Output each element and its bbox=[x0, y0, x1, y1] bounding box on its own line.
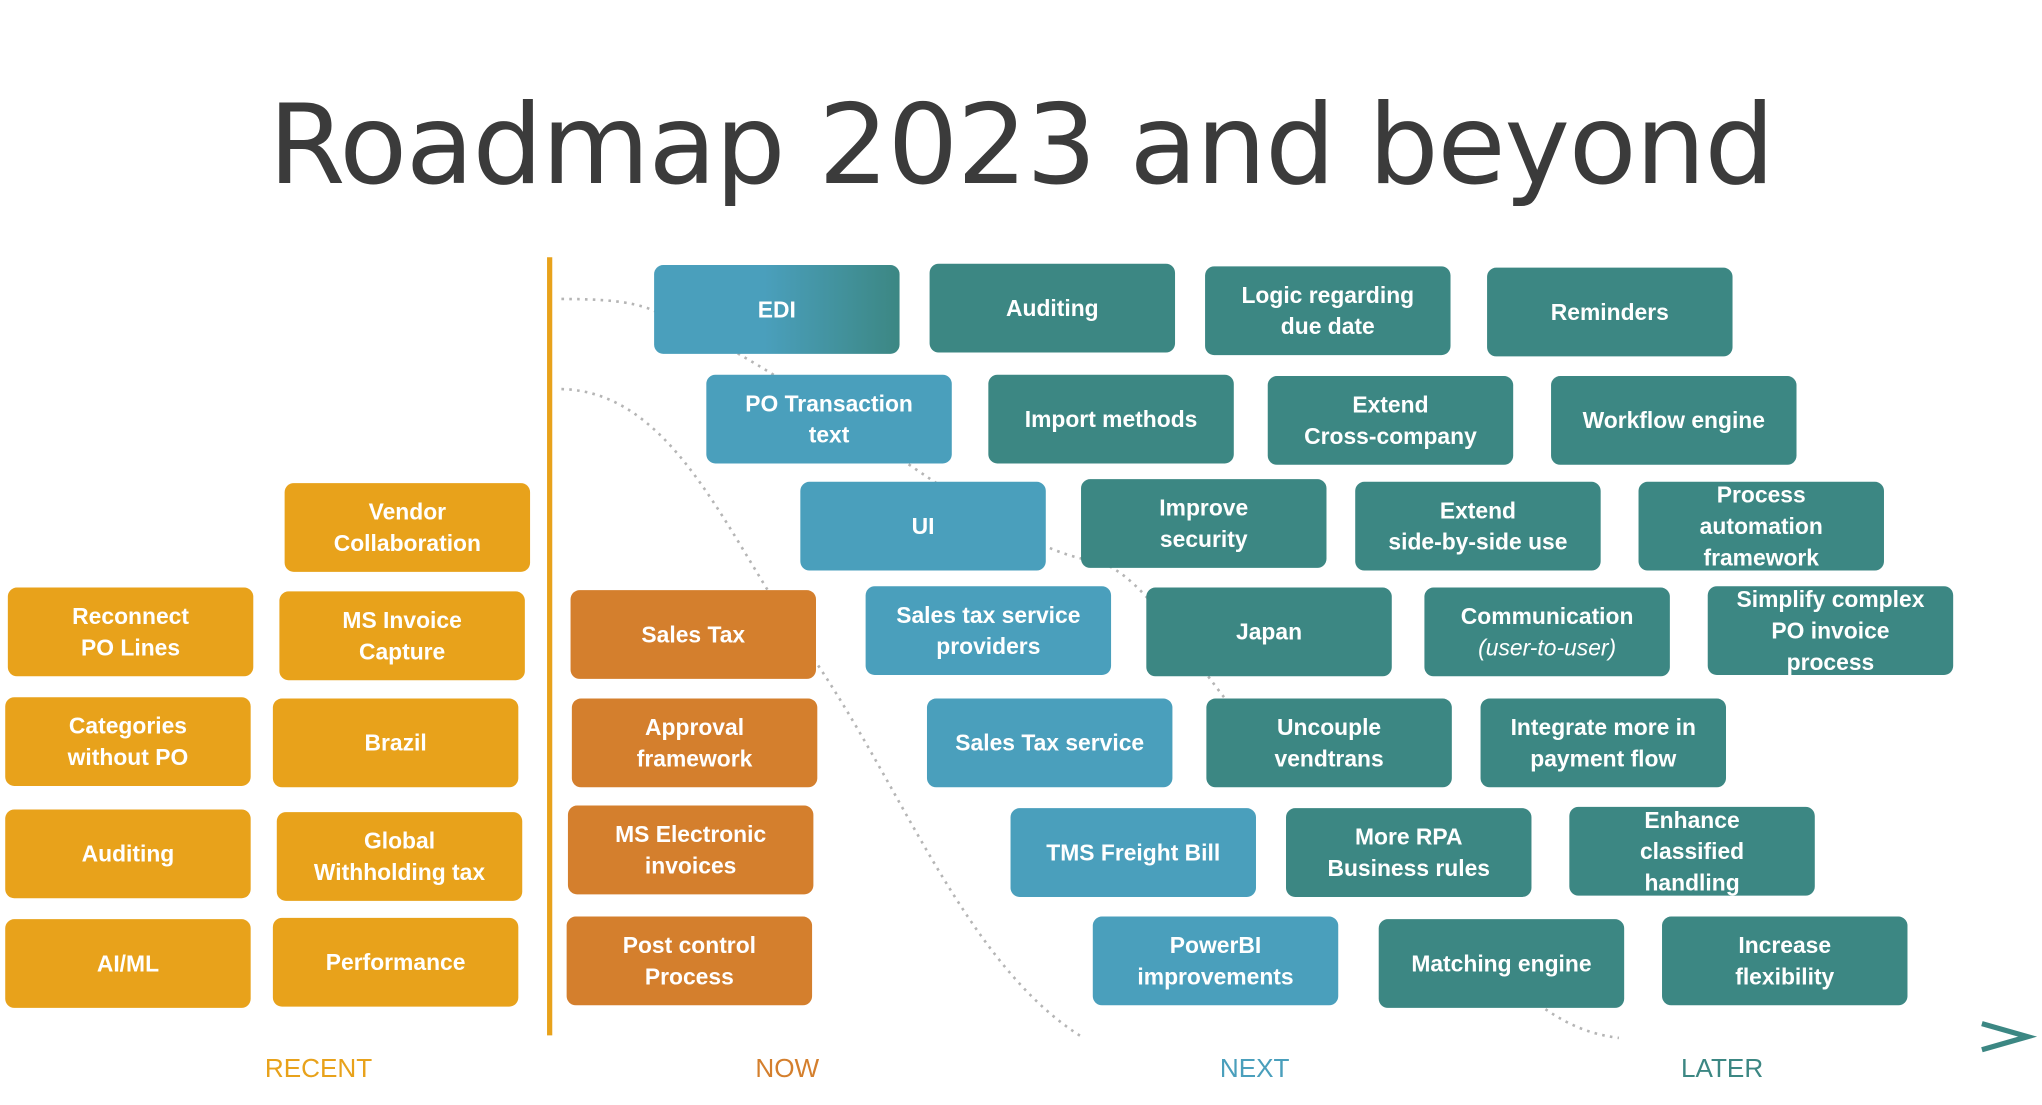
next-item-tms-freight-bill[interactable]: TMS Freight Bill bbox=[1010, 808, 1256, 897]
later-item-reminders[interactable]: Reminders bbox=[1487, 267, 1733, 357]
later-item-workflow-engine[interactable]: Workflow engine bbox=[1551, 376, 1797, 465]
now-item-approval-framework[interactable]: Approval framework bbox=[571, 698, 818, 788]
recent-item-ai-ml[interactable]: AI/ML bbox=[5, 919, 251, 1008]
recent-item-brazil[interactable]: Brazil bbox=[272, 698, 519, 788]
axis-label-now: NOW bbox=[755, 1054, 820, 1084]
later-item-extend-side-by-side-use[interactable]: Extend side-by-side use bbox=[1355, 481, 1601, 571]
later-item-auditing[interactable]: Auditing bbox=[929, 263, 1176, 353]
later-item-more-rpa-business-rules[interactable]: More RPA Business rules bbox=[1286, 808, 1532, 897]
recent-item-auditing[interactable]: Auditing bbox=[5, 809, 251, 899]
now-item-sales-tax[interactable]: Sales Tax bbox=[570, 590, 816, 679]
recent-item-performance[interactable]: Performance bbox=[272, 917, 519, 1007]
next-item-po-transaction-text[interactable]: PO Transaction text bbox=[706, 374, 952, 464]
axis-label-next: NEXT bbox=[1219, 1054, 1290, 1084]
later-item-uncouple-vendtrans[interactable]: Uncouple vendtrans bbox=[1206, 698, 1452, 788]
later-item-japan[interactable]: Japan bbox=[1146, 587, 1392, 677]
recent-item-vendor-collaboration[interactable]: Vendor Collaboration bbox=[284, 483, 531, 572]
later-item-enhance-classified-handling[interactable]: Enhance classified handling bbox=[1569, 806, 1815, 896]
later-item-process-automation-framework[interactable]: Process automation framework bbox=[1638, 481, 1884, 571]
page-title: Roadmap 2023 and beyond bbox=[268, 80, 1774, 211]
now-item-ms-electronic-invoices[interactable]: MS Electronic invoices bbox=[567, 805, 814, 895]
later-item-logic-regarding-due-date[interactable]: Logic regarding due date bbox=[1205, 266, 1451, 356]
communication-label: Communication bbox=[1460, 603, 1634, 630]
later-item-integrate-more-in-payment-flow[interactable]: Integrate more in payment flow bbox=[1480, 698, 1727, 788]
recent-item-ms-invoice-capture[interactable]: MS Invoice Capture bbox=[279, 591, 525, 681]
next-item-edi[interactable]: EDI bbox=[654, 265, 900, 354]
later-item-communication[interactable]: Communication (user-to-user) bbox=[1424, 587, 1670, 677]
later-item-extend-cross-company[interactable]: Extend Cross-company bbox=[1267, 376, 1514, 465]
next-item-ui[interactable]: UI bbox=[800, 481, 1046, 571]
later-item-import-methods[interactable]: Import methods bbox=[988, 374, 1234, 464]
now-item-post-control-process[interactable]: Post control Process bbox=[566, 916, 813, 1006]
next-item-sales-tax-service-providers[interactable]: Sales tax service providers bbox=[865, 586, 1112, 675]
axis-label-later: LATER bbox=[1680, 1054, 1764, 1084]
recent-item-global-withholding-tax[interactable]: Global Withholding tax bbox=[276, 812, 523, 901]
recent-item-reconnect-po-lines[interactable]: Reconnect PO Lines bbox=[7, 587, 254, 677]
recent-item-categories-without-po[interactable]: Categories without PO bbox=[5, 697, 251, 786]
later-item-simplify-complex-po-invoice-process[interactable]: Simplify complex PO invoice process bbox=[1707, 586, 1954, 675]
axis-label-recent: RECENT bbox=[264, 1054, 373, 1084]
arrow-head-icon bbox=[1981, 1021, 2038, 1053]
later-item-improve-security[interactable]: Improve security bbox=[1081, 479, 1327, 568]
next-item-sales-tax-service[interactable]: Sales Tax service bbox=[926, 698, 1173, 788]
next-item-powerbi-improvements[interactable]: PowerBI improvements bbox=[1092, 916, 1339, 1006]
communication-subtitle: (user-to-user) bbox=[1478, 634, 1617, 661]
later-item-matching-engine[interactable]: Matching engine bbox=[1378, 919, 1625, 1008]
later-item-increase-flexibility[interactable]: Increase flexibility bbox=[1662, 916, 1908, 1006]
